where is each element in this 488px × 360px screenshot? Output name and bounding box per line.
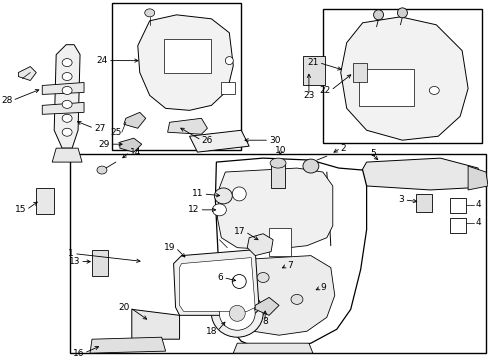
- Polygon shape: [167, 118, 207, 134]
- Text: 29: 29: [99, 140, 110, 149]
- Polygon shape: [123, 112, 145, 128]
- Bar: [36, 188, 54, 214]
- Polygon shape: [138, 15, 233, 111]
- Polygon shape: [217, 168, 332, 249]
- Ellipse shape: [290, 294, 303, 304]
- Text: 4: 4: [474, 201, 480, 210]
- Ellipse shape: [428, 86, 438, 94]
- Bar: [415, 194, 431, 212]
- Text: 5: 5: [370, 149, 376, 158]
- Text: 10: 10: [275, 146, 286, 155]
- Ellipse shape: [62, 100, 72, 108]
- Polygon shape: [189, 130, 249, 152]
- Ellipse shape: [232, 275, 246, 288]
- Polygon shape: [229, 256, 334, 335]
- Text: 30: 30: [268, 136, 280, 145]
- Polygon shape: [247, 234, 272, 256]
- Polygon shape: [467, 166, 487, 190]
- Polygon shape: [179, 258, 255, 311]
- Polygon shape: [42, 102, 84, 114]
- Text: 2: 2: [340, 144, 346, 153]
- Text: 26: 26: [201, 136, 212, 145]
- Bar: [322, 9, 481, 143]
- Ellipse shape: [219, 296, 255, 330]
- Bar: [92, 249, 108, 275]
- Text: 9: 9: [320, 283, 326, 292]
- Text: 18: 18: [205, 327, 217, 336]
- Polygon shape: [358, 158, 479, 190]
- Polygon shape: [54, 45, 80, 148]
- Polygon shape: [132, 309, 179, 339]
- Polygon shape: [340, 17, 467, 140]
- Bar: [112, 3, 241, 150]
- Text: 28: 28: [1, 96, 12, 105]
- Polygon shape: [90, 337, 165, 353]
- Text: 13: 13: [68, 257, 80, 266]
- Ellipse shape: [397, 8, 407, 18]
- Text: 14: 14: [129, 148, 141, 157]
- Bar: [270, 164, 285, 188]
- Ellipse shape: [97, 166, 107, 174]
- Text: 16: 16: [72, 348, 84, 357]
- Ellipse shape: [62, 114, 72, 122]
- Ellipse shape: [269, 158, 285, 168]
- Text: 17: 17: [233, 227, 244, 236]
- Ellipse shape: [212, 204, 226, 216]
- Text: 4: 4: [474, 218, 480, 227]
- Text: 21: 21: [307, 58, 318, 67]
- Polygon shape: [255, 297, 279, 315]
- Polygon shape: [120, 138, 142, 152]
- Ellipse shape: [373, 10, 383, 20]
- Text: 20: 20: [118, 303, 129, 312]
- Text: 25: 25: [110, 128, 122, 137]
- Text: 15: 15: [15, 205, 26, 214]
- Ellipse shape: [62, 59, 72, 67]
- Ellipse shape: [62, 128, 72, 136]
- Text: 3: 3: [398, 195, 404, 204]
- Ellipse shape: [257, 273, 268, 283]
- Bar: [358, 68, 413, 106]
- Polygon shape: [233, 343, 312, 353]
- Text: 6: 6: [217, 273, 223, 282]
- Polygon shape: [42, 82, 84, 94]
- Text: 7: 7: [286, 261, 292, 270]
- Text: 23: 23: [303, 91, 314, 100]
- Polygon shape: [52, 148, 82, 162]
- Ellipse shape: [303, 159, 318, 173]
- Polygon shape: [19, 67, 36, 81]
- Ellipse shape: [144, 9, 154, 17]
- Ellipse shape: [229, 305, 244, 321]
- Text: 1: 1: [68, 249, 74, 258]
- Polygon shape: [173, 249, 259, 315]
- Ellipse shape: [232, 187, 246, 201]
- Bar: [221, 82, 235, 94]
- Polygon shape: [215, 158, 366, 349]
- Text: 22: 22: [319, 86, 330, 95]
- Text: 8: 8: [262, 317, 267, 326]
- Text: 11: 11: [192, 189, 203, 198]
- Ellipse shape: [211, 289, 263, 337]
- Bar: [449, 218, 465, 233]
- Ellipse shape: [62, 86, 72, 94]
- Ellipse shape: [225, 57, 233, 64]
- Bar: [303, 56, 324, 85]
- Ellipse shape: [214, 188, 232, 204]
- Bar: [352, 63, 366, 82]
- Bar: [70, 154, 485, 353]
- Text: 24: 24: [97, 56, 108, 65]
- Bar: [449, 198, 465, 213]
- Text: 12: 12: [188, 205, 199, 214]
- Text: 19: 19: [164, 243, 175, 252]
- Bar: [163, 39, 211, 73]
- Bar: [268, 228, 290, 256]
- Text: 27: 27: [94, 124, 105, 133]
- Ellipse shape: [62, 73, 72, 81]
